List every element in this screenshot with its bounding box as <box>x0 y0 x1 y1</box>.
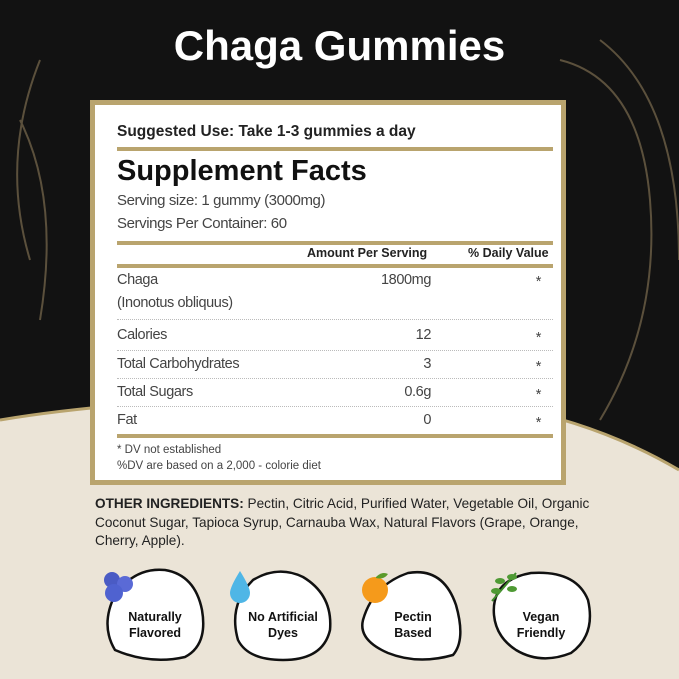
row-name: Fat <box>117 412 137 428</box>
row-amount: 3 <box>423 356 431 372</box>
footnote-diet: %DV are based on a 2,000 - colorie diet <box>117 460 321 472</box>
badge-naturally-flavored: Naturally Flavored <box>100 565 210 665</box>
row-name: Total Sugars <box>117 384 193 400</box>
row-dv: * <box>535 387 542 403</box>
row-name: Calories <box>117 327 167 343</box>
row-sub: (Inonotus obliquus) <box>117 295 233 311</box>
row-amount: 1800mg <box>381 272 431 288</box>
facts-heading: Supplement Facts <box>117 155 367 187</box>
footnote-dv: * DV not established <box>117 444 222 456</box>
badge-label: Vegan <box>522 610 560 624</box>
badge-label: Naturally <box>128 610 182 624</box>
badge-label: No Artificial <box>248 610 318 624</box>
col-amount-header: Amount Per Serving <box>307 246 428 260</box>
other-ingredients: OTHER INGREDIENTS: Pectin, Citric Acid, … <box>95 495 615 551</box>
ingredients-label: OTHER INGREDIENTS: <box>95 496 244 511</box>
col-dv-header: % Daily Value <box>468 246 549 260</box>
suggested-use: Suggested Use: Take 1-3 gummies a day <box>117 123 416 140</box>
row-amount: 0.6g <box>404 384 431 400</box>
row-amount: 0 <box>423 412 431 428</box>
badge-pectin-based: Pectin Based <box>358 565 468 665</box>
badge-label: Based <box>394 626 432 640</box>
row-dv: * <box>535 415 542 431</box>
badge-no-artificial-dyes: No Artificial Dyes <box>228 565 338 665</box>
badge-label: Dyes <box>268 626 298 640</box>
badge-label: Flavored <box>128 626 182 640</box>
row-amount: 12 <box>415 327 432 343</box>
serving-size: Serving size: 1 gummy (3000mg) <box>117 192 326 209</box>
servings-per-container: Servings Per Container: 60 <box>117 215 287 232</box>
supplement-facts-panel: Suggested Use: Take 1-3 gummies a day Su… <box>90 100 566 485</box>
row-name: Chaga <box>117 272 158 288</box>
page-title: Chaga Gummies <box>173 22 506 69</box>
badge-label: Pectin <box>394 610 432 624</box>
badge-vegan-friendly: Vegan Friendly <box>486 565 596 665</box>
row-dv: * <box>535 274 542 290</box>
badge-label: Friendly <box>516 626 566 640</box>
row-name: Total Carbohydrates <box>117 356 240 372</box>
row-dv: * <box>535 330 542 346</box>
row-dv: * <box>535 359 542 375</box>
ingredients-text: Pectin, Citric Acid, Purified Water, Veg… <box>95 496 590 549</box>
